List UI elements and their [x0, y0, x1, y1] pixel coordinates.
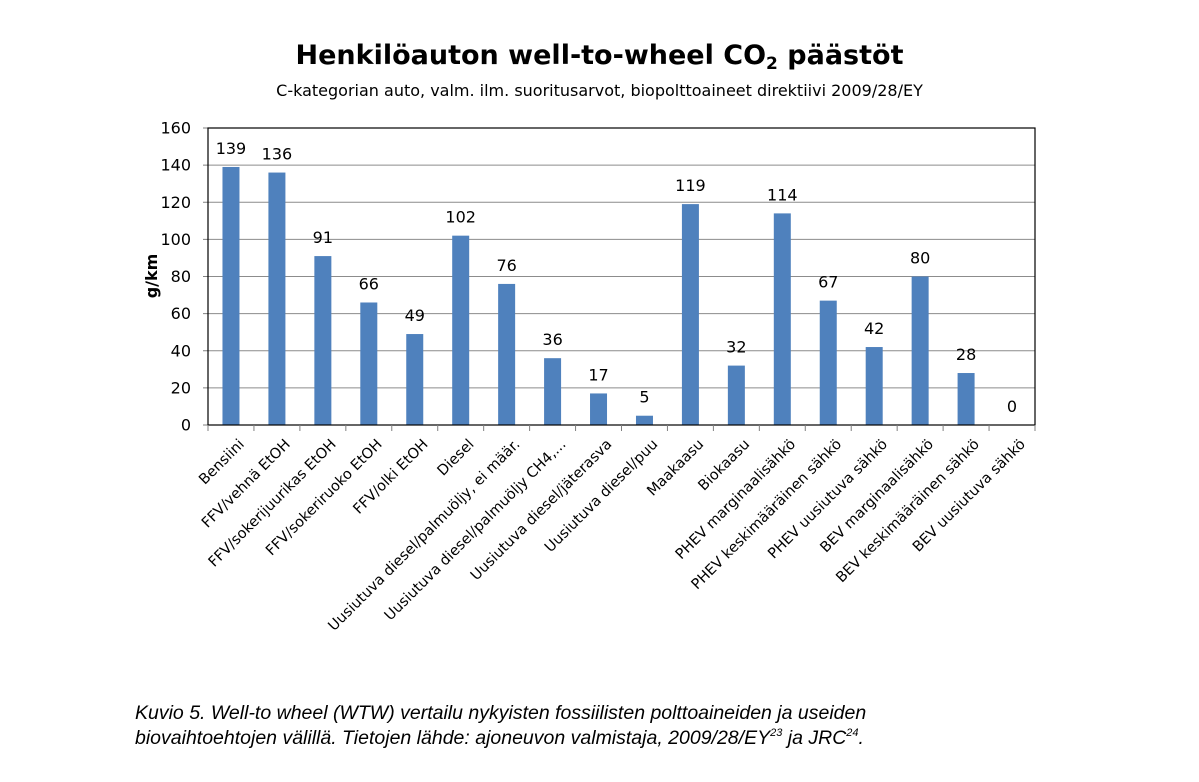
data-label: 5: [639, 388, 649, 407]
chart-title-subscript: 2: [766, 54, 778, 74]
chart-title-text: Henkilöauton well-to-wheel CO: [295, 40, 767, 71]
bar: [819, 300, 837, 425]
bar: [544, 358, 562, 425]
caption-line-2-mid: ja JRC: [782, 727, 847, 749]
gridlines: [208, 127, 1035, 389]
bar: [406, 334, 424, 425]
bar: [635, 415, 653, 425]
bar: [727, 365, 745, 425]
bar-chart: 020406080100120140160139Bensiini136FFV/v…: [142, 119, 1036, 634]
data-label: 76: [496, 256, 516, 275]
data-label: 139: [216, 139, 247, 158]
bar: [452, 235, 470, 425]
chart-title: Henkilöauton well-to-wheel CO2 päästöt: [0, 40, 1199, 74]
data-label: 119: [675, 176, 706, 195]
caption-line-2: biovaihtoehtojen välillä. Tietojen lähde…: [135, 726, 1035, 751]
x-tick-label: FFV/vehnä EtOH: [199, 437, 294, 532]
data-label: 32: [726, 338, 746, 357]
y-tick-label: 0: [181, 416, 191, 435]
data-label: 67: [818, 273, 838, 292]
y-tick-label: 120: [160, 193, 191, 212]
y-tick-label: 140: [160, 156, 191, 175]
axes: [203, 127, 1036, 431]
bars: [222, 166, 975, 425]
bar: [268, 172, 286, 425]
data-label: 66: [359, 274, 379, 293]
y-tick-label: 20: [171, 378, 191, 397]
data-label: 102: [445, 208, 476, 227]
bar: [773, 213, 791, 425]
data-label: 136: [262, 145, 293, 164]
x-tick-label: Diesel: [435, 437, 478, 480]
bar: [681, 204, 699, 425]
y-tick-label: 60: [171, 304, 191, 323]
chart-subtitle: C-kategorian auto, valm. ilm. suoritusar…: [276, 81, 923, 100]
bar: [911, 276, 929, 425]
caption-line-2-text: biovaihtoehtojen välillä. Tietojen lähde…: [135, 727, 771, 749]
bar: [360, 302, 378, 425]
bar: [222, 166, 240, 425]
figure-caption: Kuvio 5. Well-to wheel (WTW) vertailu ny…: [135, 701, 1035, 751]
bar: [590, 393, 608, 425]
y-axis-label: g/km: [142, 254, 161, 299]
data-label: 36: [542, 330, 562, 349]
bar: [314, 256, 332, 425]
data-label: 0: [1007, 397, 1017, 416]
data-label: 42: [864, 319, 884, 338]
y-tick-label: 80: [171, 267, 191, 286]
y-tick-label: 40: [171, 341, 191, 360]
y-tick-label: 100: [160, 230, 191, 249]
data-label: 80: [910, 249, 930, 268]
data-label: 49: [405, 306, 425, 325]
bar: [957, 373, 975, 425]
data-label: 114: [767, 185, 798, 204]
caption-footnote-24: 24: [846, 727, 859, 739]
caption-footnote-23: 23: [770, 727, 783, 739]
data-label: 91: [313, 228, 333, 247]
bar: [865, 347, 883, 425]
chart-title-suffix: päästöt: [777, 40, 904, 71]
caption-line-2-end: .: [858, 727, 864, 749]
y-tick-label: 160: [160, 119, 191, 138]
data-label: 28: [956, 345, 976, 364]
caption-line-1: Kuvio 5. Well-to wheel (WTW) vertailu ny…: [135, 702, 867, 724]
data-label: 17: [588, 365, 608, 384]
bar: [498, 283, 516, 425]
